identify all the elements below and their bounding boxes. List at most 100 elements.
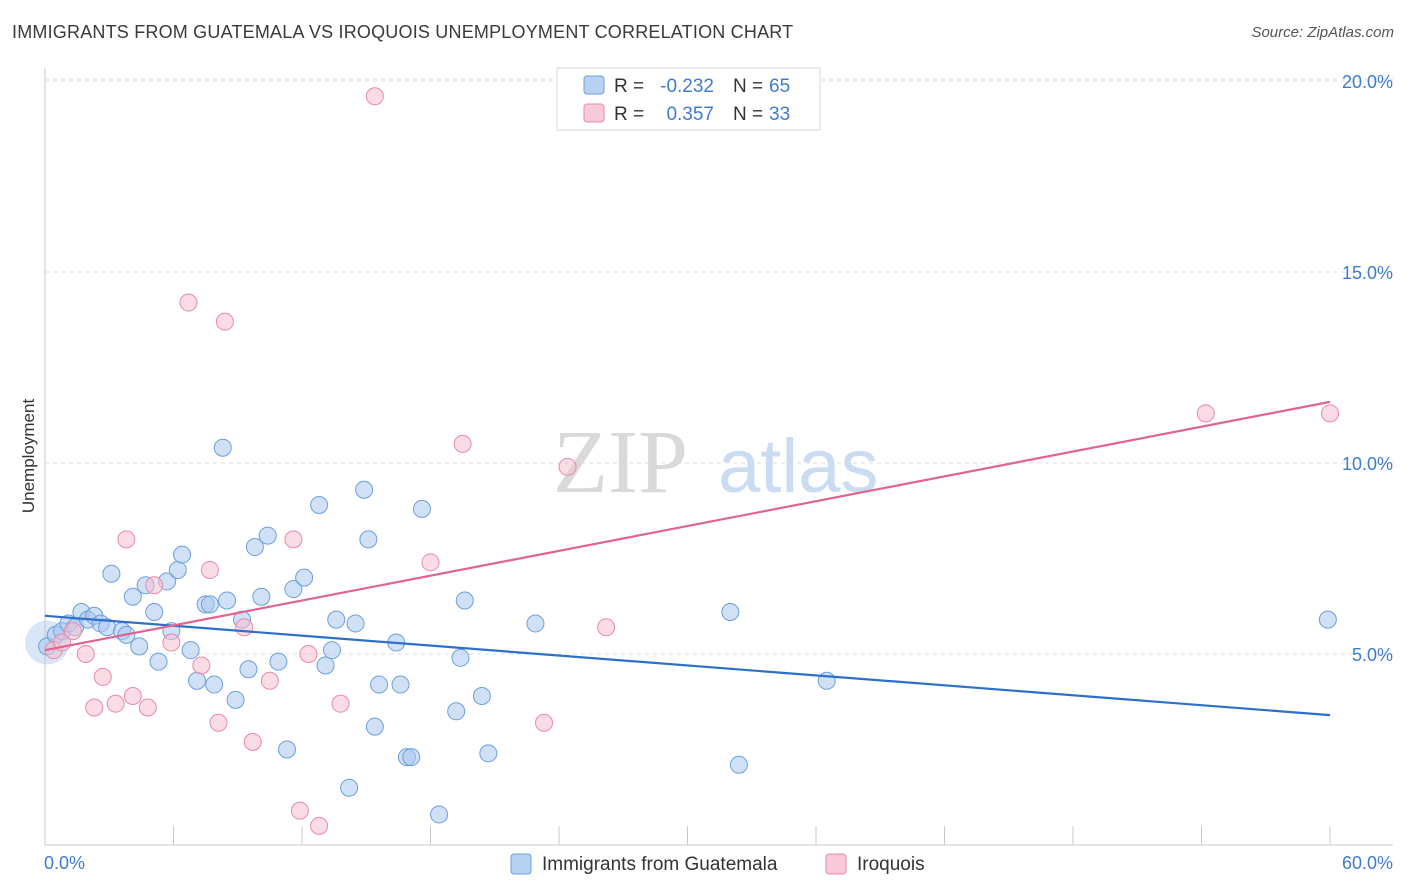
- iroquois-point: [558, 457, 577, 476]
- guatemala-point: [218, 591, 237, 610]
- iroquois-point: [145, 576, 164, 595]
- guatemala-point: [479, 744, 498, 763]
- guatemala-point: [213, 438, 232, 457]
- iroquois-point: [299, 645, 318, 663]
- guatemala-point: [168, 560, 187, 579]
- guatemala-point: [130, 637, 149, 656]
- guatemala-point: [322, 641, 341, 660]
- guatemala-point: [200, 595, 219, 614]
- guatemala-point: [451, 648, 470, 667]
- guatemala-point: [123, 587, 142, 606]
- guatemala-point: [391, 675, 410, 694]
- chart-title: IMMIGRANTS FROM GUATEMALA VS IROQUOIS UN…: [12, 22, 794, 42]
- guatemala-point: [402, 748, 421, 767]
- legend-swatch-iroquois: [825, 853, 847, 875]
- iroquois-point: [243, 732, 262, 751]
- guatemala-point: [472, 687, 491, 706]
- guatemala-point: [252, 587, 271, 606]
- x-tick-label: 0.0%: [44, 853, 85, 873]
- guatemala-point: [526, 614, 545, 633]
- y-tick-label: 15.0%: [1342, 263, 1393, 283]
- guatemala-point: [430, 805, 449, 824]
- iroquois-point: [235, 618, 254, 637]
- iroquois-point: [93, 667, 112, 686]
- guatemala-point: [721, 602, 740, 621]
- iroquois-point: [260, 671, 279, 690]
- iroquois-point: [179, 293, 198, 312]
- guatemala-point: [316, 656, 335, 675]
- watermark-atlas: atlas: [718, 424, 879, 509]
- legend-r-value-2: 0.357: [666, 104, 714, 125]
- iroquois-point: [284, 530, 303, 549]
- guatemala-point: [346, 614, 365, 633]
- guatemala-point: [181, 641, 200, 660]
- iroquois-point: [200, 560, 219, 579]
- x-tick-label: 60.0%: [1342, 853, 1393, 873]
- guatemala-point: [173, 545, 192, 564]
- legend-r-value-1: -0.232: [660, 76, 714, 97]
- axes: 5.0% 10.0% 15.0% 20.0% 0.0% 60.0%: [44, 68, 1393, 873]
- guatemala-point: [355, 480, 374, 499]
- guatemala-point: [284, 580, 303, 599]
- guatemala-point: [258, 526, 277, 545]
- source-label: Source: ZipAtlas.com: [1251, 24, 1394, 41]
- series-legend: Immigrants from Guatemala Iroquois: [510, 853, 925, 875]
- legend-r-label-2: R =: [614, 104, 644, 125]
- iroquois-point: [63, 622, 82, 641]
- iroquois-point: [192, 656, 211, 675]
- guatemala-trend-line: [44, 614, 1331, 717]
- iroquois-point: [331, 694, 350, 713]
- y-tick-label: 5.0%: [1352, 645, 1393, 665]
- guatemala-point: [310, 496, 329, 515]
- trend-lines: [44, 400, 1331, 717]
- guatemala-point: [412, 499, 431, 518]
- y-tick-label: 20.0%: [1342, 72, 1393, 92]
- guatemala-point: [205, 675, 224, 694]
- iroquois-trend-line: [44, 400, 1331, 652]
- iroquois-point: [597, 618, 616, 637]
- guatemala-point: [455, 591, 474, 610]
- grid-lines: [45, 78, 1393, 655]
- guatemala-point: [370, 675, 389, 694]
- guatemala-point: [1318, 610, 1337, 629]
- iroquois-point: [209, 713, 228, 732]
- stats-legend: R = -0.232 N = 65 R = 0.357 N = 33: [556, 67, 821, 131]
- guatemala-point: [239, 660, 258, 679]
- legend-n-label-2: N =: [733, 104, 763, 125]
- legend-n-value-1: 65: [769, 76, 790, 97]
- iroquois-point: [138, 698, 157, 717]
- y-axis-label: Unemployment: [19, 399, 38, 514]
- legend-label-guatemala: Immigrants from Guatemala: [542, 854, 778, 875]
- iroquois-point: [453, 434, 472, 453]
- iroquois-point: [1321, 404, 1339, 423]
- guatemala-point: [327, 610, 346, 629]
- iroquois-point: [421, 553, 440, 572]
- y-tick-label: 10.0%: [1342, 454, 1393, 474]
- guatemala-point: [295, 568, 314, 587]
- iroquois-point: [162, 633, 181, 652]
- watermark-zip: ZIP: [553, 413, 688, 512]
- guatemala-point: [102, 564, 121, 583]
- iroquois-point: [76, 645, 95, 663]
- iroquois-point: [290, 801, 309, 820]
- legend-label-iroquois: Iroquois: [857, 854, 925, 875]
- legend-n-value-2: 33: [769, 104, 790, 125]
- guatemala-point: [365, 717, 384, 736]
- legend-swatch-pink: [583, 103, 605, 123]
- guatemala-point: [278, 740, 297, 759]
- guatemala-point: [149, 652, 168, 671]
- iroquois-point: [310, 816, 329, 835]
- guatemala-point: [226, 690, 245, 709]
- legend-swatch-guatemala: [510, 853, 532, 875]
- legend-r-label-1: R =: [614, 76, 644, 97]
- guatemala-point: [340, 778, 359, 797]
- guatemala-point: [145, 602, 164, 621]
- data-points: [25, 87, 1339, 835]
- guatemala-point: [245, 538, 264, 557]
- guatemala-point: [447, 702, 466, 721]
- iroquois-point: [215, 312, 234, 331]
- iroquois-point: [365, 87, 384, 106]
- guatemala-point: [188, 671, 207, 690]
- iroquois-point: [106, 694, 125, 713]
